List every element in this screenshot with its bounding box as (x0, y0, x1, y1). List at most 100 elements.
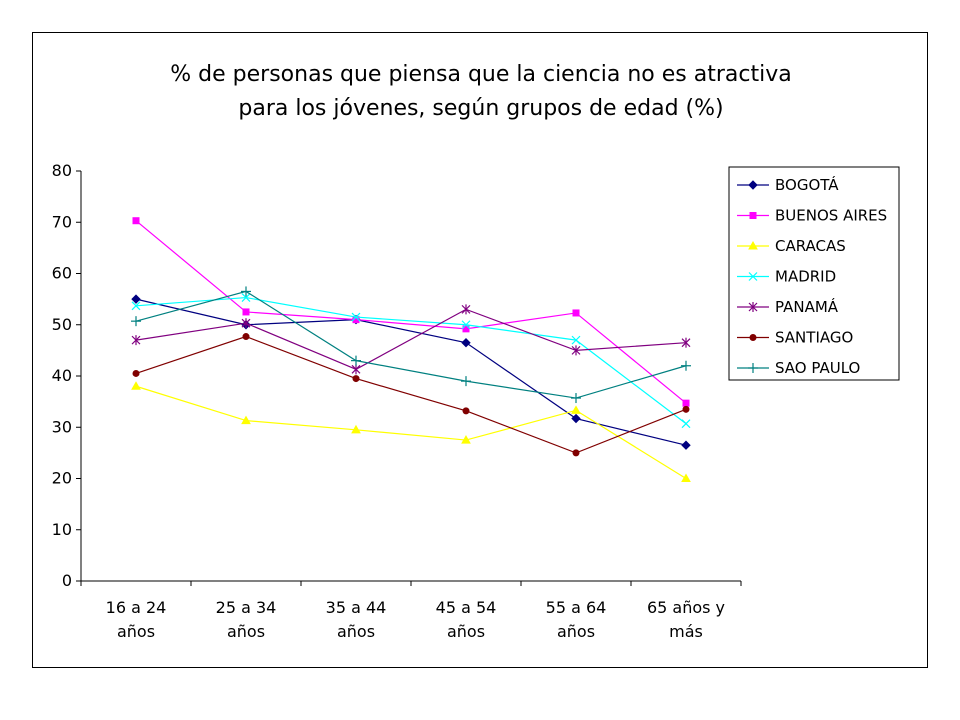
data-point-marker (351, 355, 361, 366)
legend-label: MADRID (775, 268, 836, 286)
data-point-marker (462, 407, 470, 415)
data-point-marker (572, 449, 580, 457)
x-tick-label: años (227, 622, 265, 641)
data-point-marker (241, 293, 251, 303)
data-point-marker (461, 337, 471, 348)
legend-item: CARACAS (737, 237, 846, 255)
y-tick-label: 40 (52, 366, 72, 385)
data-point-marker (571, 345, 581, 356)
y-tick-label: 80 (52, 161, 72, 180)
plot-series (131, 217, 691, 482)
data-point-marker (748, 240, 758, 250)
data-point-marker (241, 415, 251, 425)
y-tick-label: 30 (52, 417, 72, 436)
data-point-marker (351, 312, 361, 322)
data-point-marker (681, 440, 691, 450)
data-point-marker (242, 308, 250, 316)
data-point-marker (681, 337, 691, 348)
data-point-marker (241, 318, 251, 329)
x-tick-label: 55 a 64 (546, 598, 607, 617)
legend-box (728, 166, 900, 381)
x-tick-label: años (447, 622, 485, 641)
data-point-marker (681, 473, 691, 482)
data-point-marker (681, 419, 691, 429)
x-tick-label: 45 a 54 (436, 598, 497, 617)
legend-label: BUENOS AIRES (775, 207, 887, 225)
y-tick-label: 10 (52, 520, 72, 539)
series-line (135, 220, 687, 404)
legend-label: PANAMÁ (775, 297, 839, 316)
y-tick-label: 0 (62, 571, 72, 590)
x-tick-label: 25 a 34 (216, 598, 277, 617)
chart-title-line-1: % de personas que piensa que la ciencia … (170, 62, 791, 87)
legend-label: CARACAS (775, 237, 846, 255)
series-2 (131, 381, 691, 482)
data-point-marker (571, 405, 581, 414)
data-point-marker (572, 309, 580, 317)
data-point-marker (131, 381, 141, 390)
data-point-marker (462, 325, 470, 333)
chart-frame: % de personas que piensa que la ciencia … (32, 32, 928, 668)
data-point-marker (461, 320, 471, 330)
data-point-marker (131, 316, 141, 327)
x-tick-label: 16 a 24 (106, 598, 167, 617)
data-point-marker (461, 376, 471, 387)
legend-item: PANAMÁ (737, 297, 839, 316)
x-tick-label: años (557, 622, 595, 641)
data-point-marker (748, 180, 758, 190)
y-tick-label: 70 (52, 212, 72, 231)
series-line (135, 290, 687, 399)
series-line (135, 308, 687, 371)
data-point-marker (352, 316, 360, 324)
data-point-marker (681, 360, 691, 371)
x-tick-label: años (337, 622, 375, 641)
data-point-marker (351, 364, 361, 375)
series-line (135, 296, 687, 425)
legend: BOGOTÁ BUENOS AIRES CARACAS MADRID PANAMÁ SAN… (728, 166, 900, 381)
legend-item: MADRID (737, 268, 836, 286)
data-point-marker (132, 217, 140, 225)
data-point-marker (352, 375, 360, 383)
data-point-marker (749, 334, 757, 341)
data-point-marker (749, 212, 757, 219)
series-line (135, 335, 687, 454)
series-4 (131, 304, 691, 375)
data-point-marker (748, 363, 758, 373)
legend-item: SAO PAULO (737, 359, 860, 377)
data-point-marker (241, 286, 251, 297)
data-point-marker (748, 272, 758, 281)
series-5 (132, 333, 690, 457)
legend-item: SANTIAGO (737, 329, 853, 347)
series-1 (132, 217, 690, 407)
data-point-marker (748, 302, 758, 312)
series-3 (131, 293, 691, 429)
data-point-marker (682, 405, 690, 413)
data-point-marker (131, 294, 141, 304)
series-line (135, 385, 687, 480)
x-tick-label: 65 años y (647, 598, 725, 617)
data-point-marker (461, 435, 471, 444)
y-tick-label: 60 (52, 264, 72, 283)
data-point-marker (131, 335, 141, 346)
series-6 (131, 286, 691, 404)
data-point-marker (461, 304, 471, 315)
legend-item: BOGOTÁ (737, 175, 839, 194)
data-point-marker (682, 399, 690, 407)
legend-label: SANTIAGO (775, 329, 853, 347)
x-tick-label: más (669, 622, 703, 641)
legend-label: SAO PAULO (775, 359, 860, 377)
data-point-marker (571, 413, 581, 424)
data-point-marker (571, 335, 581, 345)
chart-title: % de personas que piensa que la ciencia … (170, 62, 791, 121)
data-point-marker (132, 369, 140, 377)
axes: 0 10 20 30 40 50 60 70 80 16 a 24 años 25 a 34 años 3… (52, 161, 742, 641)
legend-label: BOGOTÁ (775, 175, 839, 194)
series-0 (131, 294, 691, 450)
chart-title-line-2: para los jóvenes, según grupos de edad (… (238, 96, 723, 121)
line-chart: % de personas que piensa que la ciencia … (52, 62, 900, 641)
y-tick-label: 20 (52, 469, 72, 488)
data-point-marker (242, 333, 250, 341)
x-tick-label: años (117, 622, 155, 641)
legend-item: BUENOS AIRES (737, 207, 887, 225)
data-point-marker (131, 301, 141, 311)
